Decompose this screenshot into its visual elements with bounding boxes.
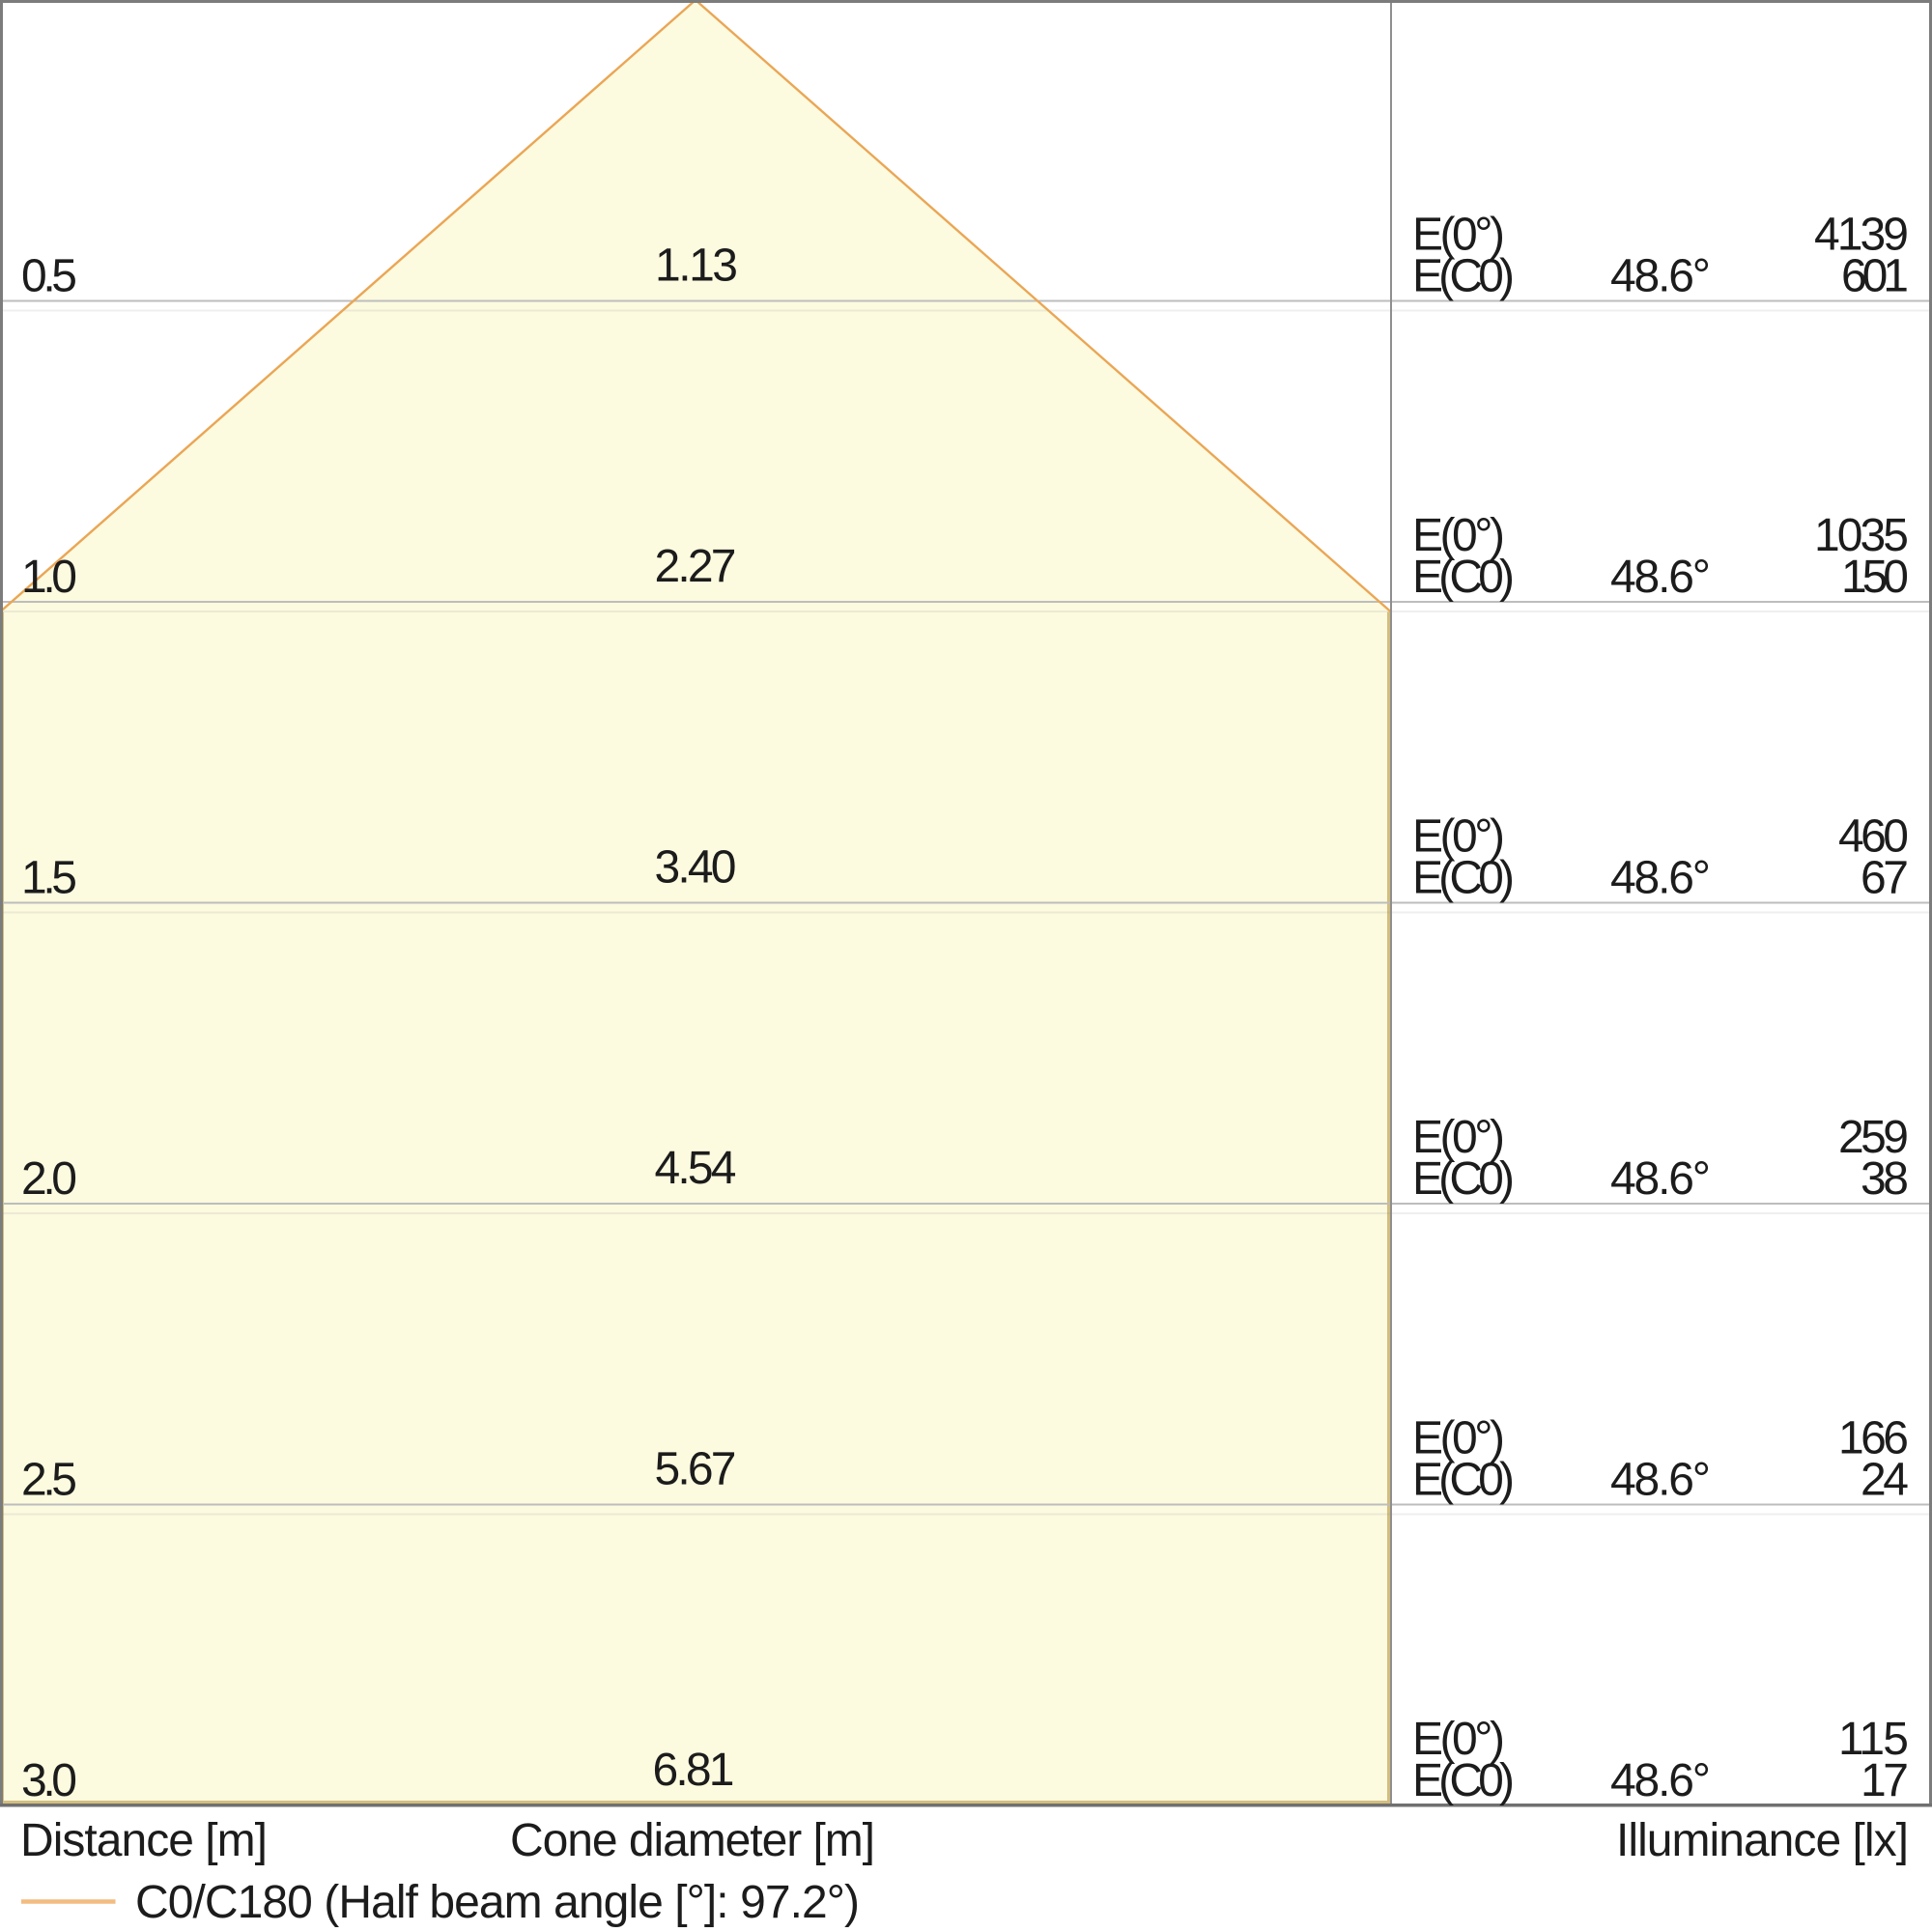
svg-text:4.54: 4.54: [655, 1143, 737, 1194]
svg-text:E(0°): E(0°): [1412, 811, 1505, 863]
svg-text:6.81: 6.81: [653, 1745, 735, 1796]
svg-text:E(C0): E(C0): [1412, 1755, 1515, 1806]
svg-text:166: 166: [1838, 1413, 1909, 1464]
svg-text:E(C0): E(C0): [1412, 1455, 1515, 1506]
svg-text:0.5: 0.5: [21, 251, 77, 302]
svg-text:Cone diameter [m]: Cone diameter [m]: [510, 1815, 875, 1866]
svg-text:5.67: 5.67: [655, 1444, 737, 1495]
svg-text:1.13: 1.13: [655, 241, 738, 292]
svg-text:E(C0): E(C0): [1412, 251, 1515, 302]
svg-text:48.6°: 48.6°: [1610, 1153, 1711, 1205]
svg-text:E(0°): E(0°): [1412, 1714, 1505, 1765]
svg-text:2.27: 2.27: [655, 541, 737, 592]
svg-text:48.6°: 48.6°: [1610, 1755, 1711, 1806]
svg-text:E(0°): E(0°): [1412, 510, 1505, 561]
svg-text:3.40: 3.40: [655, 842, 737, 894]
svg-text:1.5: 1.5: [21, 853, 77, 904]
svg-text:48.6°: 48.6°: [1610, 853, 1711, 904]
svg-text:E(0°): E(0°): [1412, 210, 1505, 261]
svg-text:38: 38: [1861, 1153, 1909, 1205]
svg-text:E(0°): E(0°): [1412, 1112, 1505, 1163]
svg-text:67: 67: [1861, 853, 1909, 904]
svg-text:17: 17: [1861, 1755, 1909, 1806]
svg-text:C0/C180 (Half beam angle [°]:: C0/C180 (Half beam angle [°]: 97.2°): [135, 1877, 860, 1928]
svg-text:4139: 4139: [1814, 210, 1909, 261]
svg-text:Illuminance [lx]: Illuminance [lx]: [1616, 1815, 1909, 1866]
svg-text:115: 115: [1838, 1714, 1909, 1765]
svg-text:259: 259: [1838, 1112, 1909, 1163]
svg-text:48.6°: 48.6°: [1610, 251, 1711, 302]
svg-text:2.0: 2.0: [21, 1153, 77, 1205]
svg-text:Distance [m]: Distance [m]: [20, 1815, 268, 1866]
svg-text:48.6°: 48.6°: [1610, 552, 1711, 603]
svg-text:E(0°): E(0°): [1412, 1413, 1505, 1464]
svg-text:E(C0): E(C0): [1412, 1153, 1515, 1205]
svg-text:601: 601: [1841, 251, 1909, 302]
svg-text:2.5: 2.5: [21, 1455, 77, 1506]
svg-text:150: 150: [1841, 552, 1909, 603]
svg-text:E(C0): E(C0): [1412, 853, 1515, 904]
svg-text:48.6°: 48.6°: [1610, 1455, 1711, 1506]
svg-text:E(C0): E(C0): [1412, 552, 1515, 603]
svg-text:1.0: 1.0: [21, 552, 77, 603]
svg-text:24: 24: [1861, 1455, 1909, 1506]
svg-text:1035: 1035: [1814, 510, 1909, 561]
svg-text:3.0: 3.0: [21, 1755, 77, 1806]
svg-text:460: 460: [1838, 811, 1909, 863]
